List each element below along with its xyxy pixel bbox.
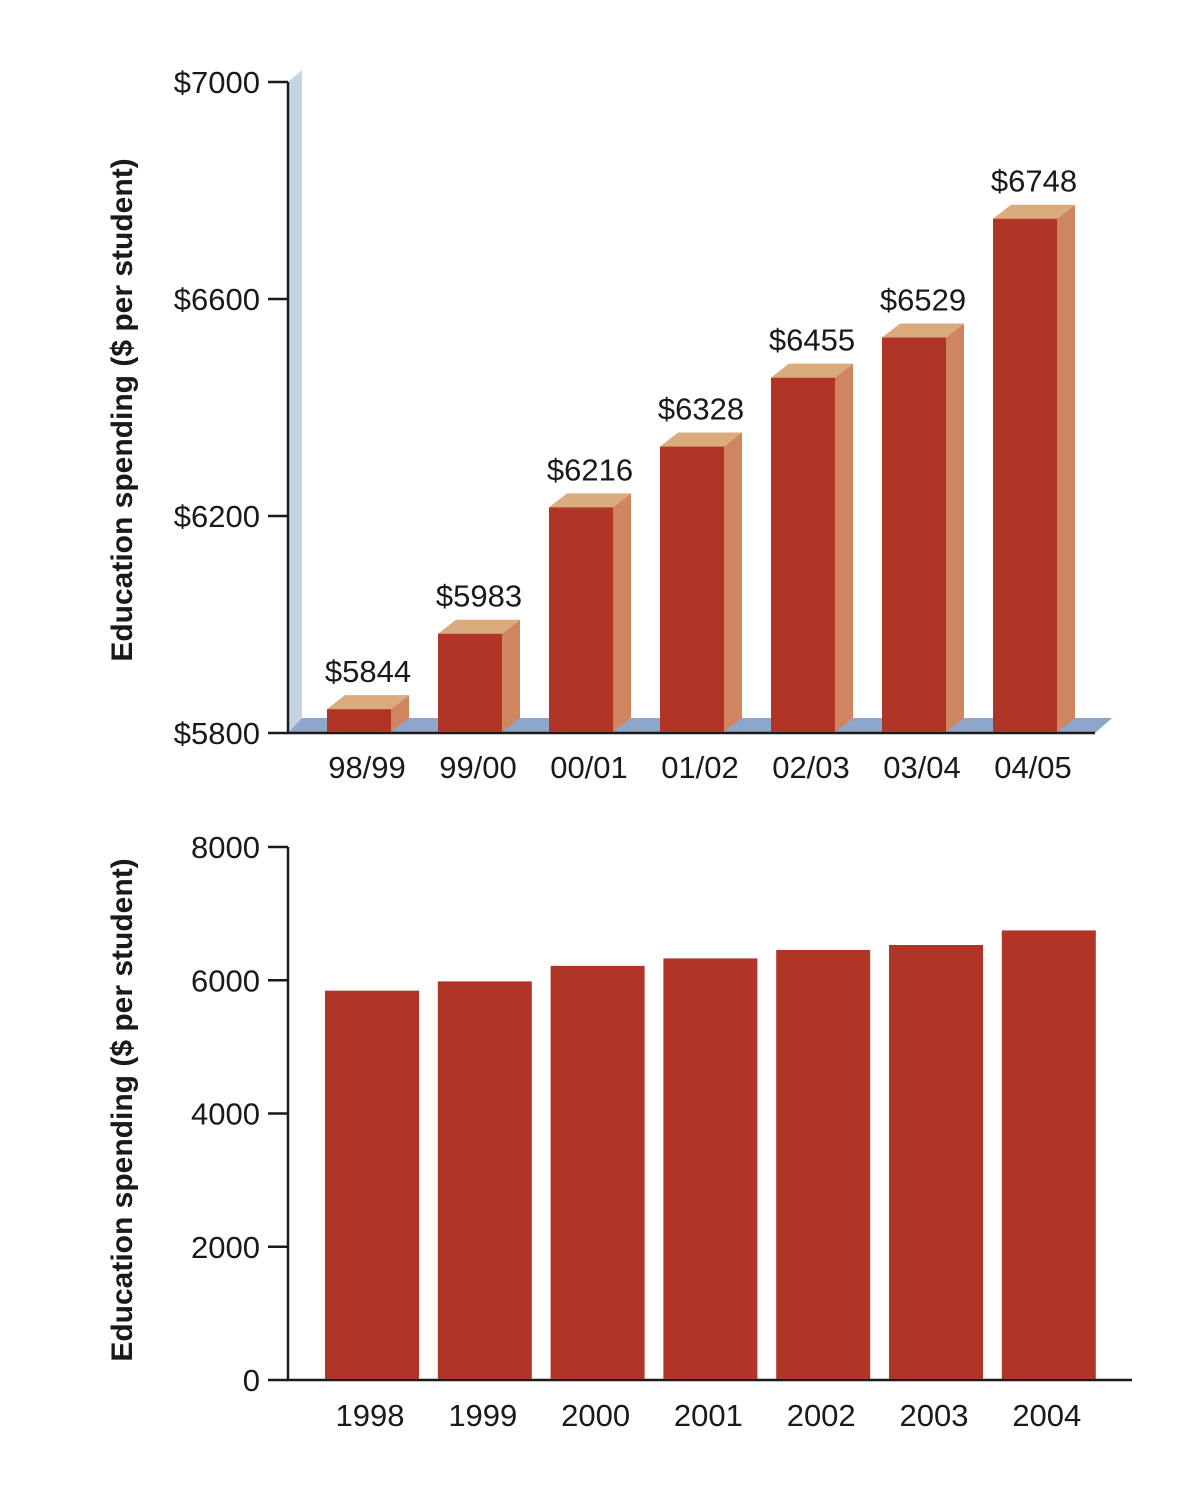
bar-value-label: $6328	[658, 392, 744, 427]
bar-2002	[776, 949, 871, 1379]
bar-side	[391, 695, 409, 732]
chart-bottom-y-axis-title: Education spending ($ per student)	[106, 858, 139, 1361]
bar-2000	[550, 965, 645, 1379]
bar-front	[771, 377, 835, 732]
bar-top	[660, 432, 742, 447]
bar-value-label: $6216	[547, 452, 633, 487]
bar-side	[502, 619, 520, 732]
chart-bottom-bars	[325, 930, 1096, 1379]
bar-value-label: $5983	[436, 579, 522, 614]
bar-00-01: $6216	[547, 452, 633, 732]
bar-front	[438, 633, 502, 732]
x-tick-label: 2000	[561, 1398, 630, 1433]
bar-2003	[889, 945, 983, 1379]
bar-top	[771, 363, 853, 378]
chart-top-y-ticks: $5800 $6200 $6600 $7000	[174, 65, 288, 751]
y-tick-label: 6000	[191, 963, 260, 998]
y-tick-label: 2000	[191, 1230, 260, 1265]
y-tick-label: $5800	[174, 716, 260, 751]
x-tick-label: 02/03	[772, 750, 850, 785]
bar-top	[993, 204, 1075, 219]
bar-top	[549, 493, 631, 508]
chart-bottom-y-ticks: 0 2000 4000 6000 8000	[191, 830, 288, 1398]
chart-top-bars: $5844 $5983 $6216 $6328 $6455 $6529 $6748	[325, 164, 1077, 732]
bar-value-label: $6748	[991, 164, 1077, 199]
x-tick-label: 1999	[448, 1398, 517, 1433]
chart-top-x-tick-labels: 98/99 99/00 00/01 01/02 02/03 03/04 04/05	[328, 750, 1072, 785]
bar-04-05: $6748	[991, 164, 1077, 732]
y-tick-label: 8000	[191, 830, 260, 865]
y-tick-label: $6600	[174, 282, 260, 317]
bar-top	[438, 619, 520, 634]
bar-value-label: $6455	[769, 323, 855, 358]
bar-front	[549, 507, 613, 732]
bar-99-00: $5983	[436, 579, 522, 732]
bar-value-label: $6529	[880, 283, 966, 318]
bar-side	[835, 363, 853, 732]
y-tick-label: 4000	[191, 1097, 260, 1132]
y-tick-label: 0	[243, 1363, 260, 1398]
chart-bottom-x-tick-labels: 1998 1999 2000 2001 2002 2003 2004	[336, 1398, 1082, 1433]
bar-1998	[325, 990, 419, 1379]
x-tick-label: 04/05	[994, 750, 1072, 785]
bar-value-label: $5844	[325, 654, 411, 689]
x-tick-label: 2002	[787, 1398, 856, 1433]
bar-front	[882, 337, 946, 732]
bar-side	[724, 432, 742, 732]
x-tick-label: 2003	[900, 1398, 969, 1433]
chart-top: $5800 $6200 $6600 $7000 $5844 $5983 $6216 $632…	[106, 65, 1112, 785]
bar-front	[327, 709, 391, 732]
chart-top-back-wall	[288, 70, 302, 733]
chart-bottom: 0 2000 4000 6000 8000 1998 1999 2000 2001 2002 20…	[106, 830, 1132, 1433]
x-tick-label: 99/00	[439, 750, 517, 785]
bar-front	[660, 446, 724, 732]
bar-top	[882, 323, 964, 338]
x-tick-label: 01/02	[661, 750, 739, 785]
bar-side	[946, 323, 964, 732]
x-tick-label: 1998	[336, 1398, 405, 1433]
bar-side	[613, 493, 631, 732]
bar-02-03: $6455	[769, 323, 855, 732]
bar-2001	[663, 958, 758, 1379]
bar-2004	[1001, 930, 1096, 1379]
x-tick-label: 2004	[1012, 1398, 1081, 1433]
x-tick-label: 03/04	[883, 750, 961, 785]
x-tick-label: 00/01	[550, 750, 628, 785]
bar-side	[1057, 204, 1075, 732]
x-tick-label: 2001	[674, 1398, 743, 1433]
bar-01-02: $6328	[658, 392, 744, 732]
x-tick-label: 98/99	[328, 750, 406, 785]
bar-1999	[437, 981, 532, 1379]
y-tick-label: $7000	[174, 65, 260, 100]
y-tick-label: $6200	[174, 499, 260, 534]
bar-front	[993, 218, 1057, 732]
chart-top-y-axis-title: Education spending ($ per student)	[106, 158, 139, 661]
bar-03-04: $6529	[880, 283, 966, 732]
bar-top	[327, 695, 409, 710]
bar-98-99: $5844	[325, 654, 411, 732]
